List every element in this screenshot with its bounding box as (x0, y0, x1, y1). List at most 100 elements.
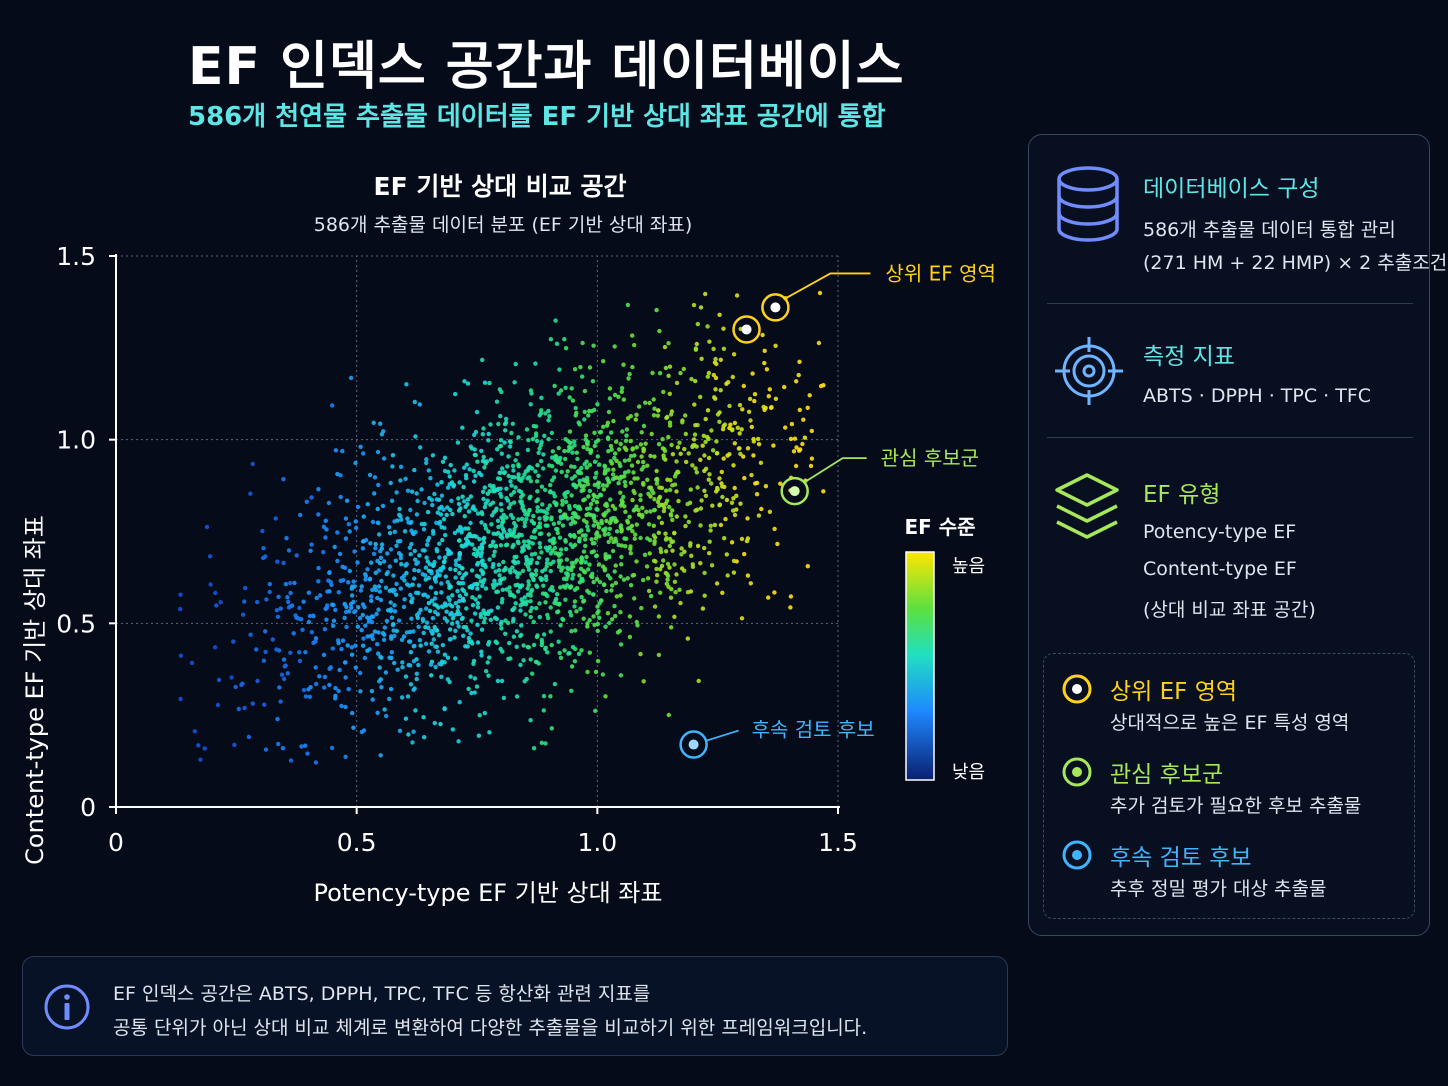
data-point (688, 589, 694, 594)
data-point (418, 445, 423, 450)
data-point (426, 649, 432, 654)
data-point (714, 439, 719, 444)
data-point (572, 439, 577, 444)
data-point (538, 458, 544, 464)
data-point (706, 436, 711, 442)
data-point (714, 489, 719, 494)
data-point (463, 543, 469, 548)
data-point (376, 532, 382, 537)
data-point (592, 475, 598, 480)
data-point (543, 411, 548, 416)
data-point (477, 537, 482, 542)
data-point (514, 694, 520, 699)
data-point (487, 655, 492, 660)
data-point (689, 553, 694, 558)
data-point (358, 444, 363, 449)
data-point (689, 376, 694, 382)
data-point (563, 539, 568, 544)
data-point (524, 427, 530, 432)
data-point (477, 713, 482, 718)
data-point (486, 639, 492, 645)
data-point (676, 498, 681, 504)
data-point (490, 539, 496, 544)
data-point (435, 649, 441, 654)
data-point (618, 574, 623, 579)
data-point (478, 554, 483, 559)
data-point (214, 603, 219, 608)
data-point (683, 413, 688, 418)
axes (109, 254, 840, 814)
data-point (543, 741, 548, 746)
data-point (404, 382, 409, 387)
data-point (500, 520, 505, 525)
data-point (756, 513, 762, 518)
data-point (808, 463, 814, 469)
data-point (270, 637, 275, 642)
data-point (619, 498, 624, 503)
data-point (745, 573, 751, 578)
data-point (560, 502, 565, 507)
data-point (432, 491, 437, 497)
data-point (647, 400, 652, 406)
data-point (355, 624, 361, 629)
data-point (491, 483, 496, 489)
data-point (457, 538, 462, 543)
data-point (321, 549, 326, 555)
db-line2: (271 HM + 22 HMP) × 2 추출조건 (1143, 252, 1448, 274)
data-point (340, 564, 345, 569)
data-point (321, 524, 327, 529)
data-point (620, 429, 625, 434)
data-point (698, 523, 703, 528)
data-point (345, 643, 350, 648)
data-point (480, 558, 485, 563)
data-point (349, 593, 355, 598)
data-point (563, 514, 569, 520)
callout-label-top-ef: 상위 EF 영역 (885, 261, 995, 285)
data-point (511, 468, 516, 473)
data-point (564, 557, 570, 562)
data-point (503, 420, 509, 425)
data-point (457, 598, 462, 604)
data-point (387, 588, 392, 593)
data-point (483, 501, 488, 506)
data-point (805, 405, 810, 410)
data-point (509, 430, 514, 436)
data-point (643, 400, 648, 405)
data-point (602, 568, 607, 573)
data-point (475, 586, 480, 591)
data-point (306, 619, 312, 625)
data-point (429, 641, 434, 646)
data-point (648, 453, 653, 459)
data-point (699, 498, 704, 503)
data-point (455, 604, 461, 610)
data-point (731, 352, 737, 357)
data-point (794, 445, 799, 450)
data-point (416, 583, 422, 588)
data-point (342, 602, 347, 607)
data-point (507, 640, 512, 646)
data-point (686, 519, 691, 525)
data-point (553, 318, 558, 323)
data-point (353, 609, 358, 614)
data-point (491, 553, 496, 558)
data-point (467, 531, 472, 537)
data-point (313, 760, 319, 765)
data-point (669, 625, 674, 630)
data-point (392, 633, 397, 639)
data-point (604, 483, 609, 488)
data-point (504, 486, 509, 491)
data-point (609, 518, 614, 523)
data-point (387, 530, 393, 536)
data-point (239, 682, 244, 688)
data-point (178, 696, 183, 702)
data-point (565, 572, 571, 577)
data-point (633, 417, 638, 422)
data-point (616, 481, 621, 486)
data-point (731, 496, 736, 501)
data-point (748, 418, 753, 423)
data-point (213, 590, 218, 596)
data-point (349, 586, 354, 591)
data-point (648, 509, 653, 514)
data-point (343, 516, 349, 521)
data-point (619, 527, 624, 532)
